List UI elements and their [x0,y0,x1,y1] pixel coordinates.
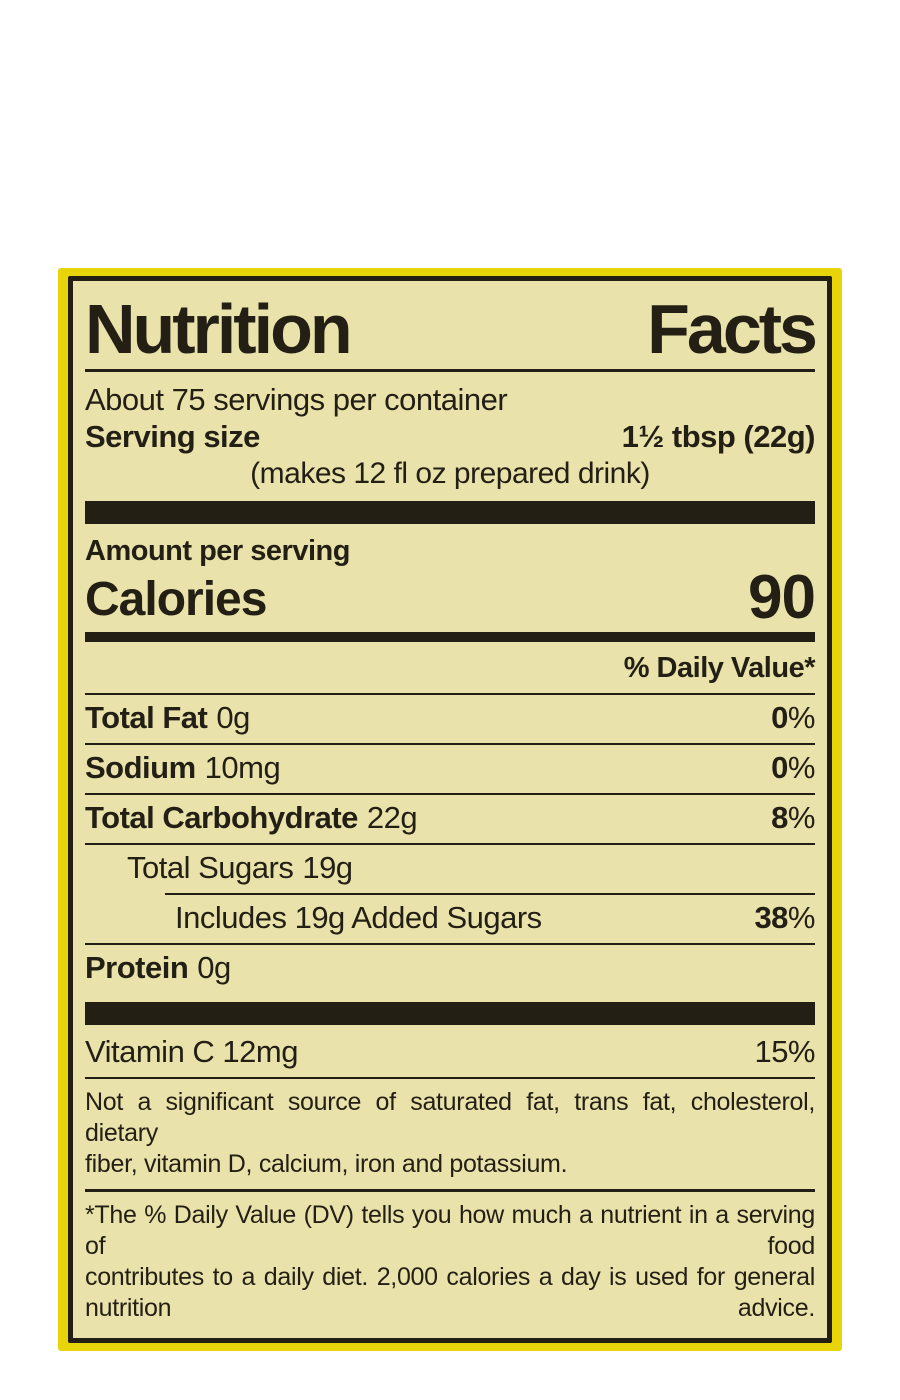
nutrient-name-amount: Total Sugars 19g [127,850,353,886]
divider-medium [85,632,815,643]
nutrient-row-sodium: Sodium 10mg 0% [85,745,816,793]
nutrient-name-amount: Protein 0g [85,950,231,986]
nutrient-row-added-sugars: Includes 19g Added Sugars 38% [85,895,816,943]
calories-value: 90 [748,563,816,633]
calories-label: Calories [85,573,267,627]
divider-thin [85,843,815,846]
nutrient-dv: 15% [754,1034,815,1070]
nutrition-facts-label: Nutrition Facts About 75 servings per co… [68,276,832,1344]
nutrient-name-amount: Total Carbohydrate 22g [85,800,418,836]
serving-size-label: Serving size [85,419,260,455]
divider-thin [85,943,815,946]
daily-value-header: % Daily Value* [623,652,816,685]
nutrient-row-total-fat: Total Fat 0g 0% [85,695,816,743]
divider-thin [85,793,815,796]
daily-value-footnote: *The % Daily Value (DV) tells you how mu… [85,1192,815,1328]
servings-per-container: About 75 servings per container [85,382,508,418]
nutrient-dv: 8% [771,800,815,836]
nutrient-name-amount: Total Fat 0g [85,700,250,736]
serving-note: (makes 12 fl oz prepared drink) [250,457,650,491]
footnote-line: contributes to a daily diet. 2,000 calor… [85,1263,815,1323]
nutrient-row-protein: Protein 0g [85,945,815,993]
nutrient-row-total-carbohydrate: Total Carbohydrate 22g 8% [85,795,816,843]
calories-row: Calories 90 [85,563,816,633]
title-word-nutrition: Nutrition [85,290,353,368]
label-title: Nutrition Facts [85,287,818,368]
nutrient-dv: 38% [754,900,815,936]
nutrient-row-total-sugars: Total Sugars 19g [85,845,815,893]
divider-thin-indented [165,893,815,896]
serving-size-value: 1½ tbsp (22g) [621,419,816,455]
divider-thick-top [85,501,815,525]
divider-thin [85,743,815,746]
not-significant-note: Not a significant source of saturated fa… [85,1079,815,1189]
divider-thin [85,1077,815,1080]
nutrient-name-amount: Vitamin C 12mg [85,1034,298,1070]
note-line: fiber, vitamin D, calcium, iron and pota… [85,1150,568,1179]
serving-size-row: Serving size 1½ tbsp (22g) [85,418,816,456]
amount-per-serving-label: Amount per serving [85,535,350,568]
title-divider [85,369,815,373]
nutrient-dv: 0% [771,750,815,786]
note-line: Not a significant source of saturated fa… [85,1088,815,1148]
nutrient-name-amount: Includes 19g Added Sugars [175,900,542,936]
title-word-facts: Facts [647,290,818,368]
nutrient-name-amount: Sodium 10mg [85,750,281,786]
footnote-line: *The % Daily Value (DV) tells you how mu… [85,1201,815,1261]
nutrition-label-frame: Nutrition Facts About 75 servings per co… [58,268,842,1352]
divider-thin [85,1189,815,1193]
nutrient-row-vitamin-c: Vitamin C 12mg 15% [85,1025,815,1077]
divider-thick-bottom [85,1002,815,1026]
divider-thin [85,693,815,696]
nutrient-dv: 0% [771,700,815,736]
